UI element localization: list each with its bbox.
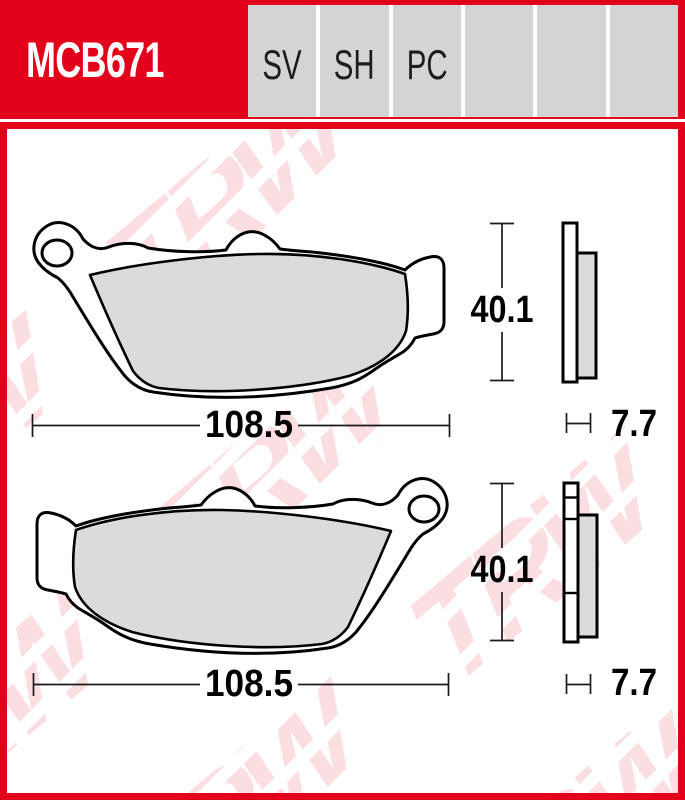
top-thickness-value: 7.7	[611, 403, 657, 445]
edge-plate	[562, 481, 580, 644]
column-empty-1	[464, 5, 534, 117]
column-sh-label: SH	[334, 41, 375, 88]
top-height-dimension: 40.1	[471, 222, 534, 382]
edge-plate	[561, 221, 579, 384]
part-number-cell: MCB671	[0, 0, 248, 119]
bottom-height-dimension: 40.1	[471, 482, 534, 642]
bottom-height-value: 40.1	[471, 549, 534, 591]
bottom-thickness-value: 7.7	[611, 662, 657, 704]
column-sv-label: SV	[262, 41, 302, 88]
column-sh: SH	[320, 5, 389, 117]
column-empty-3	[609, 5, 678, 117]
top-width-dimension: 108.5	[31, 404, 451, 446]
column-pc-label: PC	[406, 41, 448, 88]
top-width-value: 108.5	[205, 404, 293, 446]
pad-mounting-hole	[40, 238, 74, 268]
top-height-value: 40.1	[471, 289, 534, 331]
pad-friction-material	[88, 252, 410, 393]
header-table: MCB671 SV SH PC	[0, 0, 685, 119]
column-empty-2	[537, 5, 606, 117]
top-pad-edge-view	[561, 221, 598, 384]
top-thickness-dimension: 7.7	[565, 403, 657, 445]
bottom-pad-side-view	[35, 477, 449, 655]
bottom-width-value: 108.5	[205, 663, 293, 705]
drawing-area: TRW TRW TRW TRW TRW TRW TRW TRW TRW TRW …	[0, 122, 685, 800]
bottom-thickness-dimension: 7.7	[565, 662, 657, 704]
header-columns: SV SH PC	[248, 5, 678, 117]
bottom-pad-edge-view	[562, 481, 599, 644]
bottom-width-dimension: 108.5	[32, 663, 450, 705]
top-pad-side-view	[32, 221, 446, 399]
column-sv: SV	[248, 5, 317, 117]
part-number: MCB671	[26, 31, 164, 88]
column-pc: PC	[392, 5, 461, 117]
